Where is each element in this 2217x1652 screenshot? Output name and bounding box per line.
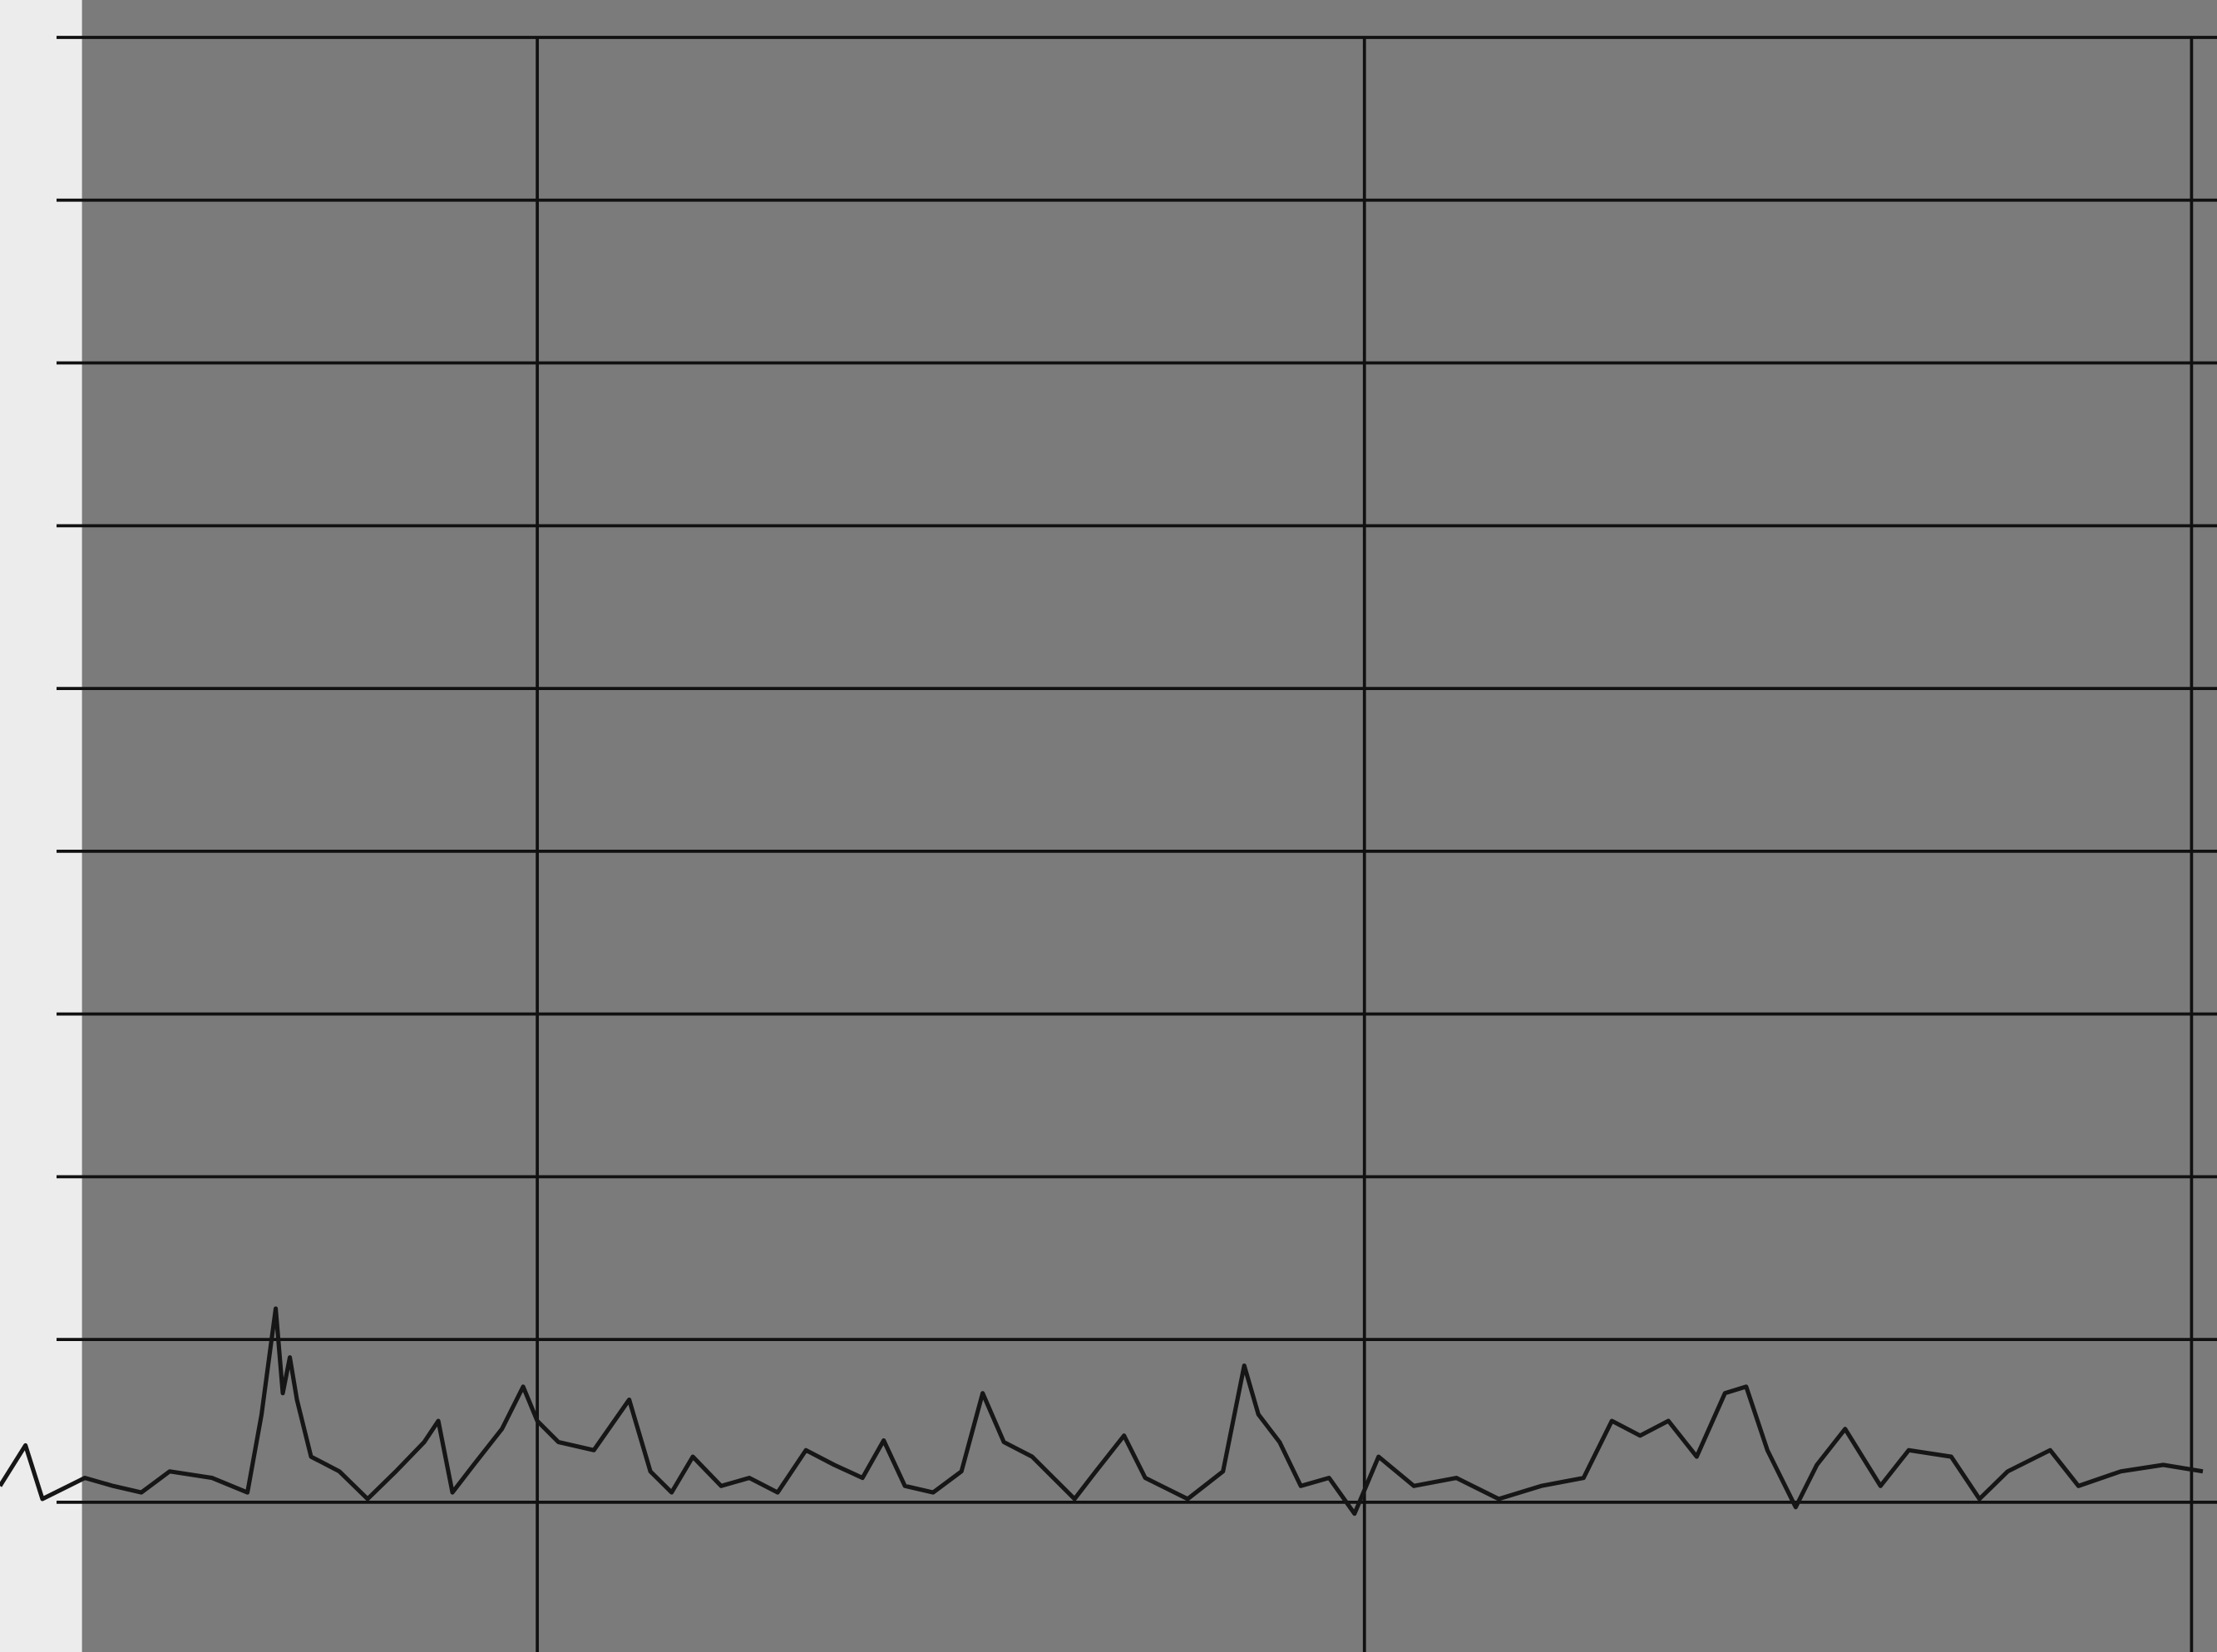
- film-edge: [0, 0, 82, 1652]
- chart: [0, 0, 2217, 1652]
- paper: [0, 0, 2217, 1652]
